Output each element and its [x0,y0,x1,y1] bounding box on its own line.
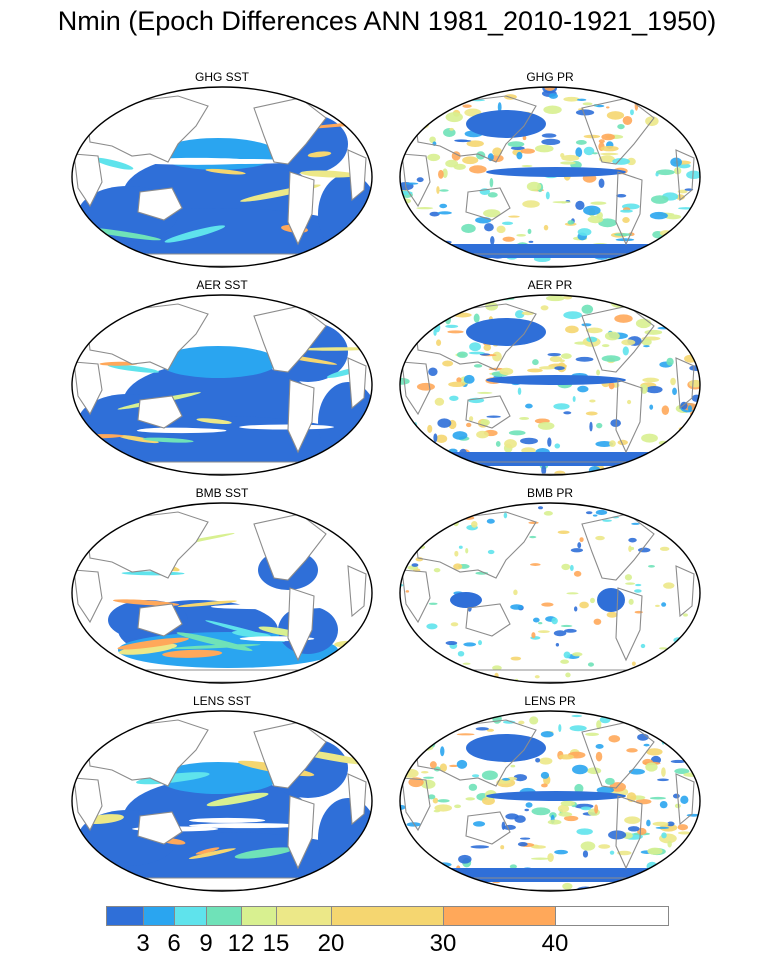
colorbar-tick-label: 15 [262,930,290,957]
map-panel: AER PR [396,278,704,476]
colorbar-box [174,906,207,926]
colorbar-tick-label: 40 [541,930,569,957]
colorbar-box [443,906,556,926]
colorbar-tick-label: 20 [317,930,345,957]
panel-title: GHG SST [194,70,249,84]
map-panel: GHG PR [396,70,704,268]
panel-title: LENS PR [524,694,576,708]
colorbar-tick-label: 9 [199,930,213,957]
map-aer-pr [399,294,701,476]
map-aer-sst [71,294,373,476]
colorbar-box [106,906,144,926]
map-panel: AER SST [68,278,376,476]
colorbar-box [555,906,669,926]
map-bmb-sst [71,502,373,684]
panel-title: GHG PR [526,70,574,84]
map-panel: BMB SST [68,486,376,684]
map-panel: BMB PR [396,486,704,684]
colorbar-box [206,906,242,926]
colorbar-box [241,906,277,926]
panel-title: BMB SST [195,486,249,500]
map-ghg-pr [399,86,701,268]
colorbar-tick-label: 30 [429,930,457,957]
colorbar-tick-label: 6 [167,930,181,957]
map-lens-pr [399,710,701,892]
figure-title: Nmin (Epoch Differences ANN 1981_2010-19… [57,6,717,36]
map-bmb-pr [399,502,701,684]
panel-title: BMB PR [526,486,573,500]
map-panel: LENS PR [396,694,704,892]
colorbar [106,906,669,928]
panel-title: AER SST [196,278,248,292]
colorbar-box [143,906,175,926]
panel-title: LENS SST [192,694,252,708]
map-panel: LENS SST [68,694,376,892]
map-ghg-sst [71,86,373,268]
colorbar-tick-label: 3 [136,930,150,957]
colorbar-tick-label: 12 [227,930,255,957]
map-lens-sst [71,710,373,892]
colorbar-box [276,906,332,926]
colorbar-box [331,906,444,926]
panel-title: AER PR [527,278,573,292]
map-panel: GHG SST [68,70,376,268]
